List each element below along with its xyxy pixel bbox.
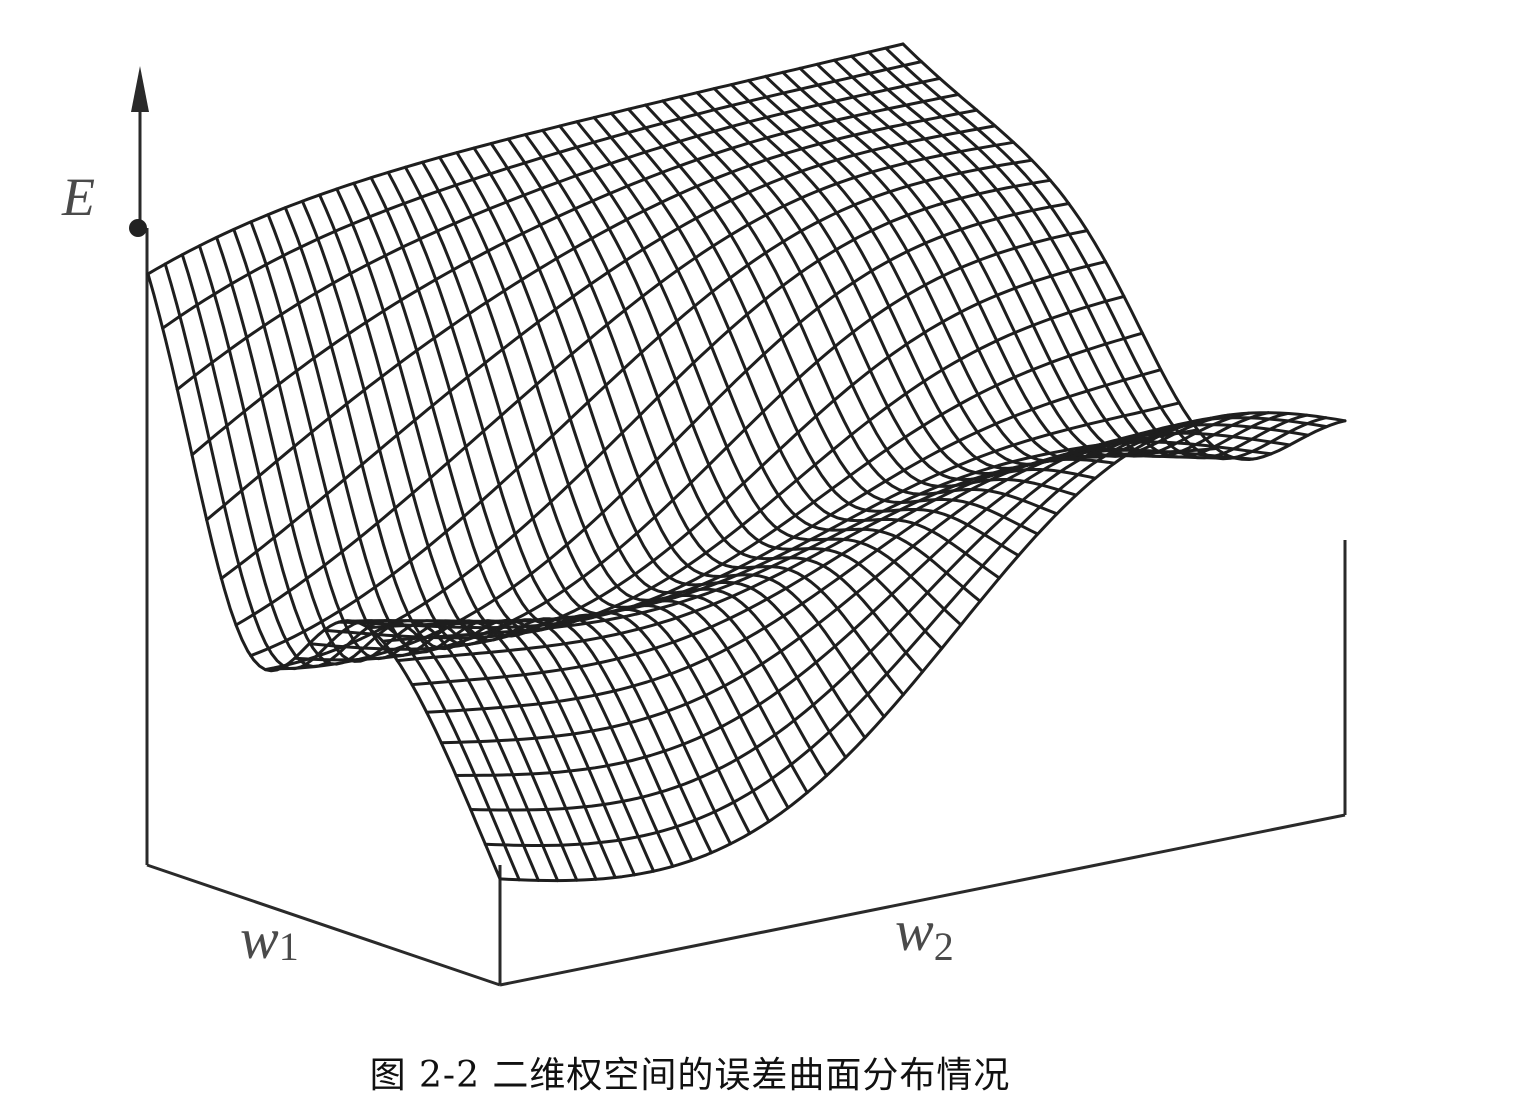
mesh-line-w1 <box>747 79 1174 463</box>
e-axis-arrowhead-icon <box>131 66 149 112</box>
mesh-line-w2 <box>483 416 1329 847</box>
axis-label-w1: w1 <box>240 906 299 971</box>
mesh-line-w1 <box>386 170 771 823</box>
e-axis <box>129 66 149 237</box>
mesh-line-w1 <box>300 199 675 868</box>
mesh-line-w1 <box>232 227 598 881</box>
mesh-line-w1 <box>455 151 848 759</box>
mesh-line-w1 <box>558 124 963 627</box>
mesh-line-w1 <box>627 107 1040 536</box>
mesh-line-w1 <box>403 165 790 810</box>
box-frame <box>145 228 1347 987</box>
mesh-line-w1 <box>266 213 636 877</box>
mesh-line-w1 <box>764 74 1193 461</box>
origin-dot-icon <box>129 219 147 237</box>
mesh-line-w1 <box>472 146 867 740</box>
mesh-line-w1 <box>369 176 752 835</box>
axis-label-w1-base: w <box>240 906 279 971</box>
mesh-line-w2 <box>425 448 1255 714</box>
axis-label-e: E <box>61 167 95 227</box>
mesh-line-w1 <box>609 111 1020 557</box>
mesh-line-w1 <box>352 181 732 846</box>
axis-label-w2-sub: 2 <box>934 924 954 969</box>
mesh-line-w1 <box>146 272 502 881</box>
mesh-line-w1 <box>592 116 1001 580</box>
mesh-line-w1 <box>524 133 924 674</box>
mesh-line-w1 <box>506 137 905 697</box>
mesh-line-w1 <box>901 42 1347 461</box>
mesh-line-w1 <box>335 187 713 855</box>
mesh-line-w1 <box>884 46 1328 461</box>
mesh-line-w1 <box>867 50 1309 460</box>
frame-left-bottom-edge <box>146 863 501 987</box>
mesh-line-w1 <box>438 155 828 778</box>
mesh-line-w1 <box>661 99 1078 497</box>
mesh-line-w1 <box>489 142 886 719</box>
mesh-line-w2 <box>454 431 1292 777</box>
axis-label-w2: w2 <box>895 898 954 969</box>
axis-label-w1-sub: 1 <box>279 924 299 969</box>
mesh-line-w1 <box>283 206 656 873</box>
mesh-line-w1 <box>541 128 944 650</box>
mesh-line-w1 <box>198 244 560 883</box>
mesh-line-w1 <box>163 262 521 882</box>
mesh-line-w1 <box>644 103 1059 516</box>
mesh-line-w1 <box>781 70 1213 459</box>
axis-label-w2-base: w <box>895 898 934 963</box>
mesh-line-w1 <box>729 83 1155 466</box>
mesh-line-w1 <box>249 220 617 879</box>
error-surface-mesh <box>146 42 1347 883</box>
mesh-line-w1 <box>180 253 540 882</box>
mesh-line-w1 <box>575 120 982 603</box>
mesh-line-w1 <box>678 95 1097 482</box>
mesh-line-w1 <box>712 87 1136 470</box>
frame-front-bottom-edge <box>499 813 1346 987</box>
mesh-line-w1 <box>832 58 1270 458</box>
mesh-line-w1 <box>421 160 809 795</box>
mesh-line-w1 <box>798 66 1232 458</box>
figure-caption: 图 2-2 二维权空间的误差曲面分布情况 <box>369 1055 1011 1096</box>
mesh-line-w1 <box>815 62 1251 458</box>
